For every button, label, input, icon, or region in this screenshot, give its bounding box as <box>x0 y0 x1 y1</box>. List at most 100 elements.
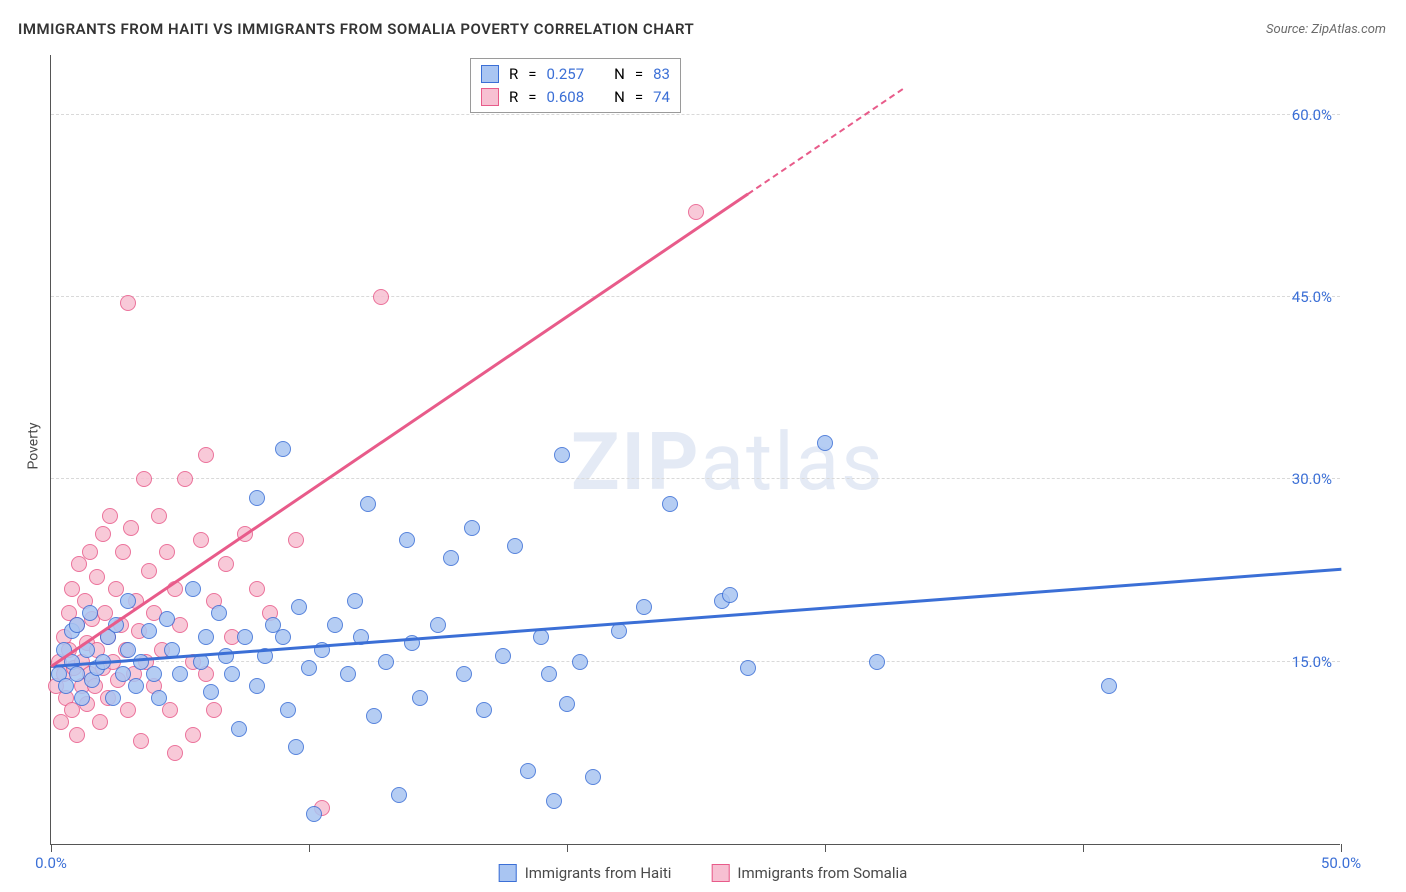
data-point <box>198 629 214 645</box>
n-value-somalia: 74 <box>653 86 670 109</box>
data-point <box>95 526 111 542</box>
data-point <box>69 727 85 743</box>
data-point <box>159 611 175 627</box>
x-tick <box>567 844 568 852</box>
data-point <box>495 648 511 664</box>
data-point <box>688 204 704 220</box>
plot-area: ZIPatlas 15.0%30.0%45.0%60.0%0.0%50.0% <box>50 55 1340 845</box>
data-point <box>120 593 136 609</box>
data-point <box>120 702 136 718</box>
trend-line <box>51 568 1341 668</box>
data-point <box>291 599 307 615</box>
data-point <box>167 745 183 761</box>
data-point <box>347 593 363 609</box>
data-point <box>366 708 382 724</box>
r-value-haiti: 0.257 <box>546 63 584 86</box>
data-point <box>162 702 178 718</box>
swatch-somalia-bottom <box>711 864 729 882</box>
data-point <box>662 496 678 512</box>
equals: = <box>528 86 536 109</box>
data-point <box>288 532 304 548</box>
data-point <box>249 678 265 694</box>
gridline <box>51 478 1340 479</box>
data-point <box>218 556 234 572</box>
data-point <box>585 769 601 785</box>
source-attribution: Source: ZipAtlas.com <box>1266 22 1386 37</box>
data-point <box>82 544 98 560</box>
chart-title: IMMIGRANTS FROM HAITI VS IMMIGRANTS FROM… <box>18 20 694 38</box>
data-point <box>559 696 575 712</box>
swatch-somalia <box>481 88 499 106</box>
watermark: ZIPatlas <box>571 415 884 509</box>
data-point <box>151 690 167 706</box>
y-tick-label: 15.0% <box>1292 653 1332 671</box>
data-point <box>224 666 240 682</box>
data-point <box>159 544 175 560</box>
data-point <box>520 763 536 779</box>
data-point <box>108 581 124 597</box>
data-point <box>275 441 291 457</box>
data-point <box>146 666 162 682</box>
data-point <box>74 690 90 706</box>
data-point <box>249 581 265 597</box>
r-label: R <box>509 86 518 109</box>
n-value-haiti: 83 <box>653 63 670 86</box>
y-tick-label: 45.0% <box>1292 288 1332 306</box>
stats-row-somalia: R = 0.608 N = 74 <box>481 86 670 109</box>
data-point <box>128 678 144 694</box>
gridline <box>51 114 1340 115</box>
data-point <box>105 690 121 706</box>
watermark-rest: atlas <box>701 415 885 509</box>
data-point <box>391 787 407 803</box>
legend-item-haiti: Immigrants from Haiti <box>499 864 672 882</box>
data-point <box>327 617 343 633</box>
data-point <box>64 581 80 597</box>
data-point <box>869 654 885 670</box>
x-tick <box>51 844 52 852</box>
data-point <box>740 660 756 676</box>
x-tick-label: 50.0% <box>1321 854 1361 872</box>
data-point <box>1101 678 1117 694</box>
data-point <box>373 289 389 305</box>
n-label: N <box>614 63 625 86</box>
data-point <box>82 605 98 621</box>
data-point <box>554 447 570 463</box>
data-point <box>456 666 472 682</box>
legend-label-somalia: Immigrants from Somalia <box>737 864 907 882</box>
data-point <box>280 702 296 718</box>
data-point <box>231 721 247 737</box>
data-point <box>211 605 227 621</box>
y-tick-label: 60.0% <box>1292 106 1332 124</box>
data-point <box>546 793 562 809</box>
data-point <box>151 508 167 524</box>
data-point <box>301 660 317 676</box>
data-point <box>399 532 415 548</box>
data-point <box>115 544 131 560</box>
data-point <box>123 520 139 536</box>
data-point <box>817 435 833 451</box>
data-point <box>237 629 253 645</box>
legend-label-haiti: Immigrants from Haiti <box>525 864 672 882</box>
x-tick <box>309 844 310 852</box>
data-point <box>141 563 157 579</box>
data-point <box>102 508 118 524</box>
trend-line <box>50 193 748 667</box>
data-point <box>476 702 492 718</box>
data-point <box>120 295 136 311</box>
swatch-haiti-bottom <box>499 864 517 882</box>
x-tick <box>825 844 826 852</box>
data-point <box>185 727 201 743</box>
data-point <box>360 496 376 512</box>
data-point <box>203 684 219 700</box>
data-point <box>92 714 108 730</box>
data-point <box>141 623 157 639</box>
data-point <box>177 471 193 487</box>
data-point <box>722 587 738 603</box>
data-point <box>218 648 234 664</box>
data-point <box>193 532 209 548</box>
data-point <box>288 739 304 755</box>
data-point <box>412 690 428 706</box>
n-label: N <box>614 86 625 109</box>
stats-legend: R = 0.257 N = 83 R = 0.608 N = 74 <box>470 58 681 113</box>
data-point <box>172 666 188 682</box>
